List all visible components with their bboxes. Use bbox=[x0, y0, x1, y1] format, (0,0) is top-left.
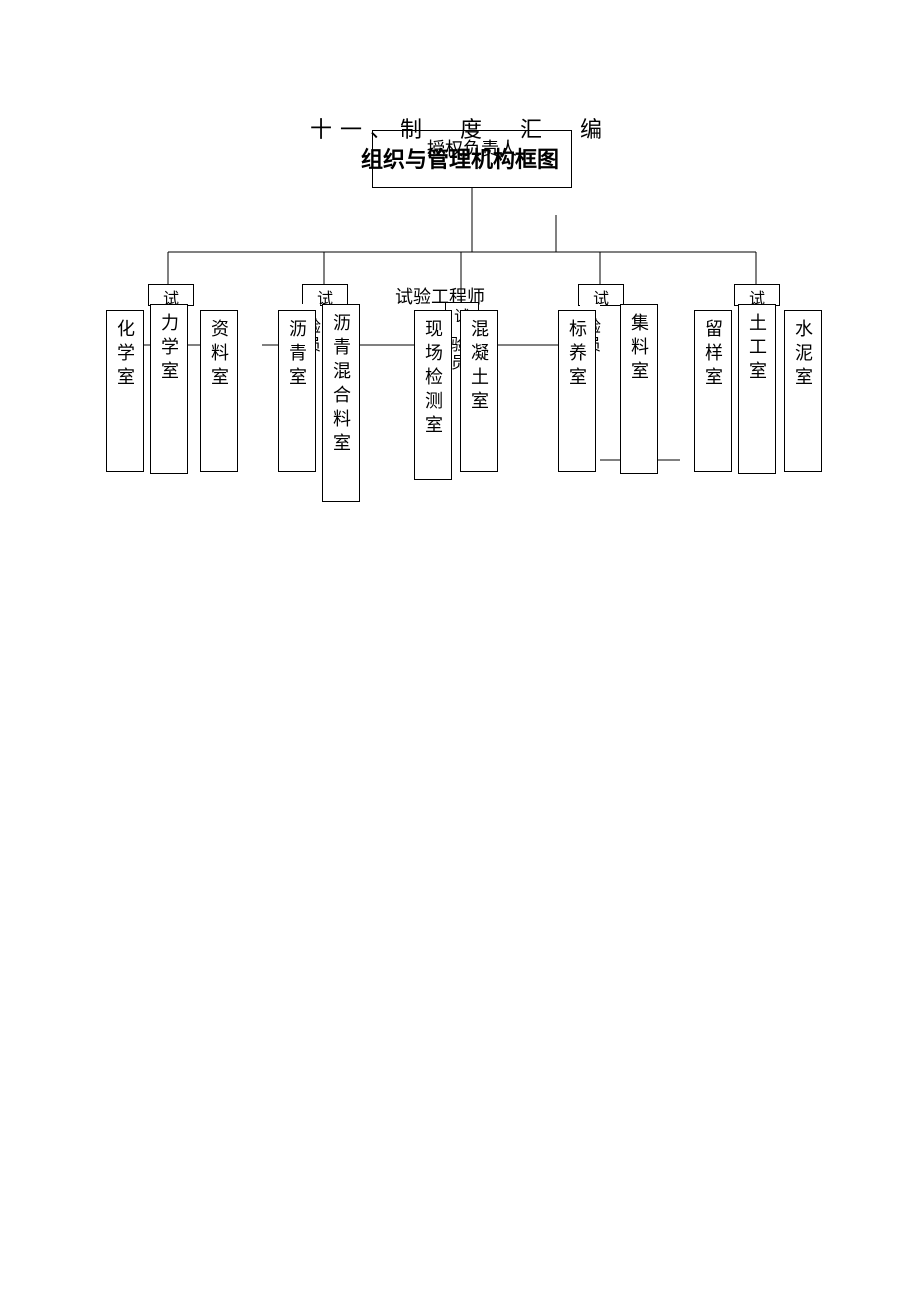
room-box-4: 沥青混合料室 bbox=[322, 304, 360, 502]
room-box-9: 留样室 bbox=[694, 310, 732, 472]
top-node-label: 授权负责人 bbox=[427, 139, 517, 159]
small-header-4: 试 bbox=[734, 284, 780, 306]
room-box-1: 力学室 bbox=[150, 304, 188, 474]
room-box-10: 土工室 bbox=[738, 304, 776, 474]
room-box-0: 化学室 bbox=[106, 310, 144, 472]
top-node-box: 授权负责人 bbox=[372, 130, 572, 188]
room-box-2: 资料室 bbox=[200, 310, 238, 472]
small-header-1: 试 bbox=[302, 284, 348, 306]
room-box-11: 水泥室 bbox=[784, 310, 822, 472]
connector-lines bbox=[0, 0, 920, 1302]
room-box-3: 沥青室 bbox=[278, 310, 316, 472]
org-chart-canvas: 十一、制 度 汇 编 组织与管理机构框图 授权负责人 试验工程师 试试试试试 验… bbox=[0, 0, 920, 1302]
small-header-0: 试 bbox=[148, 284, 194, 306]
room-box-5: 现场检测室 bbox=[414, 310, 452, 480]
small-header-3: 试 bbox=[578, 284, 624, 306]
room-box-7: 标养室 bbox=[558, 310, 596, 472]
room-box-8: 集料室 bbox=[620, 304, 658, 474]
room-box-6: 混凝土室 bbox=[460, 310, 498, 472]
